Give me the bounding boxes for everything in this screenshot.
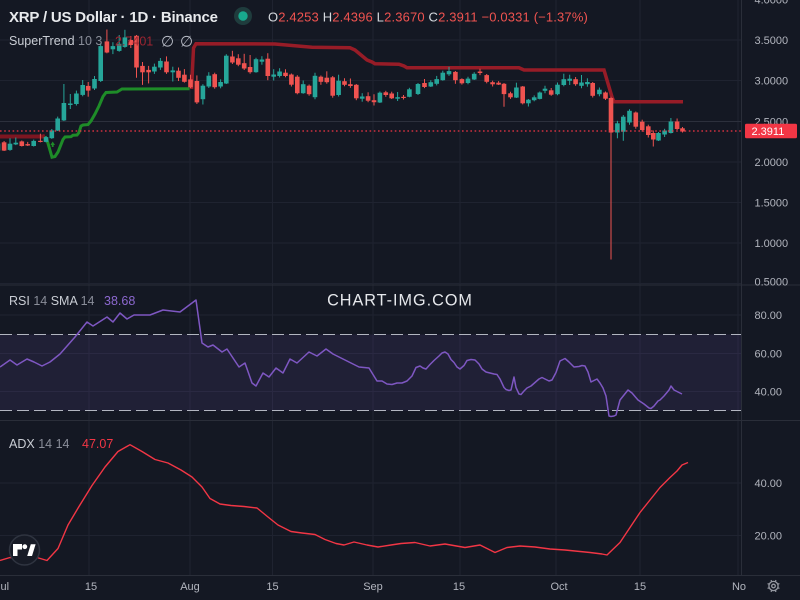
svg-text:60.00: 60.00 [755,349,783,361]
svg-text:1.5000: 1.5000 [755,198,789,210]
svg-text:3.0000: 3.0000 [755,76,789,88]
svg-text:20.00: 20.00 [755,531,783,543]
svg-text:2.0000: 2.0000 [755,157,789,169]
svg-text:Aug: Aug [180,581,200,593]
svg-text:40.00: 40.00 [755,387,783,399]
svg-text:40.00: 40.00 [755,478,783,490]
svg-text:O2.4253 H2.4396 L2.3670 C2.391: O2.4253 H2.4396 L2.3670 C2.3911 −0.0331 … [268,10,588,25]
svg-text:∅: ∅ [180,34,193,51]
svg-text:4.0000: 4.0000 [755,0,789,7]
svg-text:38.68: 38.68 [104,294,135,308]
svg-text:3.5000: 3.5000 [755,35,789,47]
svg-text:Jul: Jul [0,581,9,593]
svg-text:Oct: Oct [550,581,567,593]
svg-text:15: 15 [634,581,646,593]
svg-text:RSI 14 SMA 14: RSI 14 SMA 14 [9,294,95,308]
svg-text:0.5000: 0.5000 [755,277,789,289]
svg-text:Sep: Sep [363,581,383,593]
svg-text:15: 15 [266,581,278,593]
svg-text:15: 15 [85,581,97,593]
svg-text:XRP / US Dollar · 1D · Binance: XRP / US Dollar · 1D · Binance [9,9,218,26]
svg-text:1.0000: 1.0000 [755,238,789,250]
svg-text:15: 15 [453,581,465,593]
svg-text:80.00: 80.00 [755,310,783,322]
svg-text:∅: ∅ [161,34,174,51]
svg-text:47.07: 47.07 [82,437,113,451]
svg-text:SuperTrend 10 3: SuperTrend 10 3 [9,34,102,48]
svg-text:CHART-IMG.COM: CHART-IMG.COM [327,292,473,310]
svg-text:2.7401: 2.7401 [115,35,153,49]
svg-text:2.3911: 2.3911 [752,126,785,138]
svg-text:No: No [732,581,746,593]
svg-text:ADX 14 14: ADX 14 14 [9,437,70,451]
